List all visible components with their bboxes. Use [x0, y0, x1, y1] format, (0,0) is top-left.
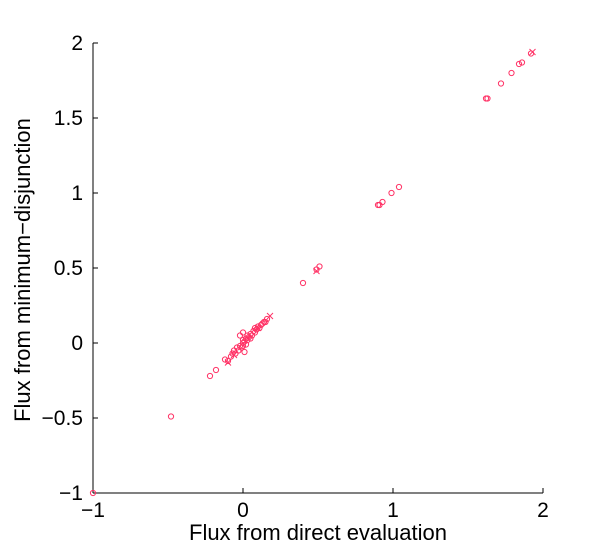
data-point [254, 323, 262, 330]
y-tick-label: 2 [71, 32, 83, 55]
y-tick-label: 0 [71, 332, 83, 355]
data-point [241, 348, 248, 356]
data-point [206, 372, 214, 380]
data-point [224, 357, 232, 365]
data-point-x [254, 324, 262, 332]
data-point [247, 335, 254, 342]
data-point [395, 183, 403, 191]
data-point [236, 332, 244, 339]
data-point [167, 413, 175, 420]
data-point [299, 279, 307, 287]
data-point [227, 353, 235, 360]
data-point-x [313, 267, 320, 275]
data-point [233, 344, 241, 351]
data-point [316, 263, 323, 270]
data-point [515, 60, 523, 68]
data-point [239, 336, 247, 344]
data-point [245, 333, 253, 341]
data-point [263, 315, 271, 323]
data-point [251, 329, 259, 336]
data-point [497, 80, 505, 87]
y-tick-label: 0.5 [54, 257, 83, 280]
data-point [262, 318, 269, 326]
data-point [242, 335, 250, 342]
y-tick-label: 1.5 [54, 107, 83, 130]
data-point [259, 320, 266, 327]
data-point-x [266, 312, 274, 320]
x-tick-label: 2 [537, 499, 549, 522]
data-point-x [230, 351, 238, 359]
y-tick-label: 1 [71, 182, 83, 205]
x-ticks: −1 0 1 2 [81, 488, 549, 522]
data-point [241, 338, 248, 345]
x-tick-label: 1 [387, 499, 399, 522]
data-points [89, 48, 536, 497]
data-point [244, 336, 251, 344]
data-point [518, 59, 526, 66]
y-tick-label: −0.5 [42, 407, 83, 430]
data-point-x [529, 48, 536, 56]
data-point [388, 189, 395, 197]
data-point [212, 366, 220, 374]
data-point-x [224, 359, 232, 366]
data-point [484, 95, 491, 102]
data-point [239, 329, 247, 336]
y-axis-label: Flux from minimum−disjunction [10, 118, 35, 422]
data-point [239, 339, 247, 347]
data-point [508, 69, 515, 77]
data-point [250, 327, 257, 335]
data-point [379, 198, 386, 206]
x-tick-label: 0 [237, 499, 249, 522]
y-ticks: −1 −0.5 0 0.5 1 1.5 2 [42, 32, 98, 505]
x-axis-label: Flux from direct evaluation [189, 520, 447, 545]
data-point [89, 489, 97, 497]
x-tick-label: −1 [81, 499, 105, 522]
y-tick-label: −1 [59, 482, 83, 505]
data-point [221, 356, 229, 363]
data-point [256, 324, 263, 332]
